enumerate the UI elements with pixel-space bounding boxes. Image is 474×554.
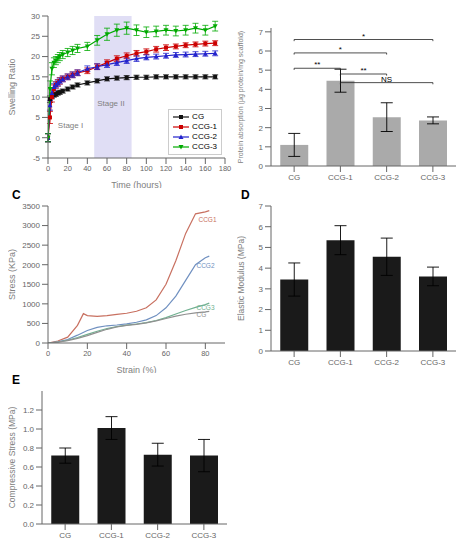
svg-text:1: 1 bbox=[259, 143, 264, 152]
svg-text:1.2: 1.2 bbox=[23, 406, 35, 415]
svg-text:20: 20 bbox=[83, 349, 91, 358]
svg-text:CCG-3: CCG-3 bbox=[420, 173, 445, 182]
svg-text:1500: 1500 bbox=[22, 280, 40, 289]
svg-text:Stress (KPa): Stress (KPa) bbox=[8, 249, 17, 300]
svg-text:**: ** bbox=[314, 60, 320, 69]
svg-text:80: 80 bbox=[122, 164, 130, 173]
svg-text:CCG-1: CCG-1 bbox=[99, 531, 124, 540]
svg-text:CCG2: CCG2 bbox=[196, 262, 214, 269]
svg-text:2000: 2000 bbox=[22, 261, 40, 270]
html-text:CG: CG bbox=[192, 112, 205, 121]
svg-text:Protein absorption (μg protein: Protein absorption (μg protein/mg scaffo… bbox=[237, 31, 245, 163]
svg-text:15: 15 bbox=[31, 73, 40, 82]
svg-text:CCG-1: CCG-1 bbox=[328, 173, 353, 182]
svg-text:CCG-2: CCG-2 bbox=[374, 173, 399, 182]
svg-text:*: * bbox=[339, 45, 342, 54]
svg-text:0: 0 bbox=[46, 164, 50, 173]
svg-text:500: 500 bbox=[27, 319, 41, 328]
svg-text:6: 6 bbox=[259, 47, 264, 56]
html-text:C: C bbox=[12, 188, 21, 202]
svg-text:160: 160 bbox=[199, 164, 212, 173]
html-text:CCG-2: CCG-2 bbox=[192, 132, 217, 141]
svg-text:3500: 3500 bbox=[22, 202, 40, 211]
svg-text:2: 2 bbox=[259, 305, 264, 314]
html-text:D: D bbox=[241, 188, 250, 202]
svg-text:1: 1 bbox=[259, 326, 264, 335]
svg-text:20: 20 bbox=[31, 52, 40, 61]
svg-text:2: 2 bbox=[259, 124, 264, 133]
svg-text:CCG1: CCG1 bbox=[198, 216, 216, 223]
svg-text:3000: 3000 bbox=[22, 221, 40, 230]
svg-text:Elastic Modulus (MPa): Elastic Modulus (MPa) bbox=[237, 236, 246, 321]
svg-text:Swelling Ratio: Swelling Ratio bbox=[8, 58, 17, 115]
svg-text:0.4: 0.4 bbox=[23, 482, 35, 491]
svg-text:0: 0 bbox=[46, 349, 50, 358]
svg-text:25: 25 bbox=[31, 32, 40, 41]
svg-text:4: 4 bbox=[259, 85, 264, 94]
svg-text:80: 80 bbox=[201, 349, 209, 358]
svg-text:CCG3: CCG3 bbox=[196, 304, 215, 312]
svg-text:1000: 1000 bbox=[22, 300, 40, 309]
svg-text:CCG-2: CCG-2 bbox=[145, 531, 170, 540]
svg-text:1.0: 1.0 bbox=[23, 425, 35, 434]
svg-text:40: 40 bbox=[122, 349, 130, 358]
svg-text:CG: CG bbox=[196, 311, 206, 318]
svg-text:CG: CG bbox=[288, 358, 300, 367]
svg-text:60: 60 bbox=[103, 164, 111, 173]
svg-text:3: 3 bbox=[259, 285, 264, 294]
svg-text:40: 40 bbox=[83, 164, 91, 173]
svg-text:0.0: 0.0 bbox=[23, 520, 35, 529]
html-text:CCG-3: CCG-3 bbox=[192, 142, 217, 151]
svg-text:CCG-3: CCG-3 bbox=[191, 531, 216, 540]
svg-text:Compressive Stress (MPa): Compressive Stress (MPa) bbox=[8, 407, 17, 509]
svg-text:0: 0 bbox=[36, 134, 41, 143]
svg-text:**: ** bbox=[360, 66, 366, 75]
svg-text:Stage I: Stage I bbox=[58, 121, 83, 130]
svg-text:CCG-2: CCG-2 bbox=[374, 358, 399, 367]
svg-text:Time (hours): Time (hours) bbox=[111, 180, 162, 188]
svg-text:NS: NS bbox=[381, 75, 392, 84]
svg-text:100: 100 bbox=[140, 164, 153, 173]
svg-text:CG: CG bbox=[288, 173, 300, 182]
svg-text:3: 3 bbox=[259, 104, 264, 113]
html-text:CCG-1: CCG-1 bbox=[192, 122, 217, 131]
svg-text:-5: -5 bbox=[33, 154, 41, 163]
svg-text:140: 140 bbox=[179, 164, 192, 173]
svg-text:5: 5 bbox=[259, 66, 264, 75]
svg-text:4: 4 bbox=[259, 264, 264, 273]
svg-text:0: 0 bbox=[36, 339, 41, 348]
svg-text:Stage II: Stage II bbox=[97, 99, 125, 108]
svg-text:0.6: 0.6 bbox=[23, 463, 35, 472]
svg-text:6: 6 bbox=[259, 223, 264, 232]
svg-text:7: 7 bbox=[259, 28, 264, 37]
svg-text:120: 120 bbox=[160, 164, 173, 173]
html-text:E: E bbox=[12, 373, 20, 387]
svg-text:CCG-3: CCG-3 bbox=[420, 358, 445, 367]
svg-text:180: 180 bbox=[219, 164, 232, 173]
svg-text:0.8: 0.8 bbox=[23, 444, 35, 453]
svg-text:10: 10 bbox=[31, 93, 40, 102]
svg-text:CG: CG bbox=[59, 531, 71, 540]
svg-text:CCG-1: CCG-1 bbox=[328, 358, 353, 367]
svg-text:60: 60 bbox=[162, 349, 170, 358]
svg-text:20: 20 bbox=[63, 164, 71, 173]
svg-text:0: 0 bbox=[259, 162, 264, 171]
svg-text:7: 7 bbox=[259, 202, 264, 211]
svg-text:2500: 2500 bbox=[22, 241, 40, 250]
svg-text:5: 5 bbox=[36, 113, 41, 122]
svg-text:30: 30 bbox=[31, 12, 40, 21]
svg-text:5: 5 bbox=[259, 243, 264, 252]
svg-text:0: 0 bbox=[259, 347, 264, 356]
svg-text:Strain (%): Strain (%) bbox=[116, 365, 156, 373]
svg-text:*: * bbox=[362, 32, 365, 41]
svg-text:0.2: 0.2 bbox=[23, 501, 35, 510]
